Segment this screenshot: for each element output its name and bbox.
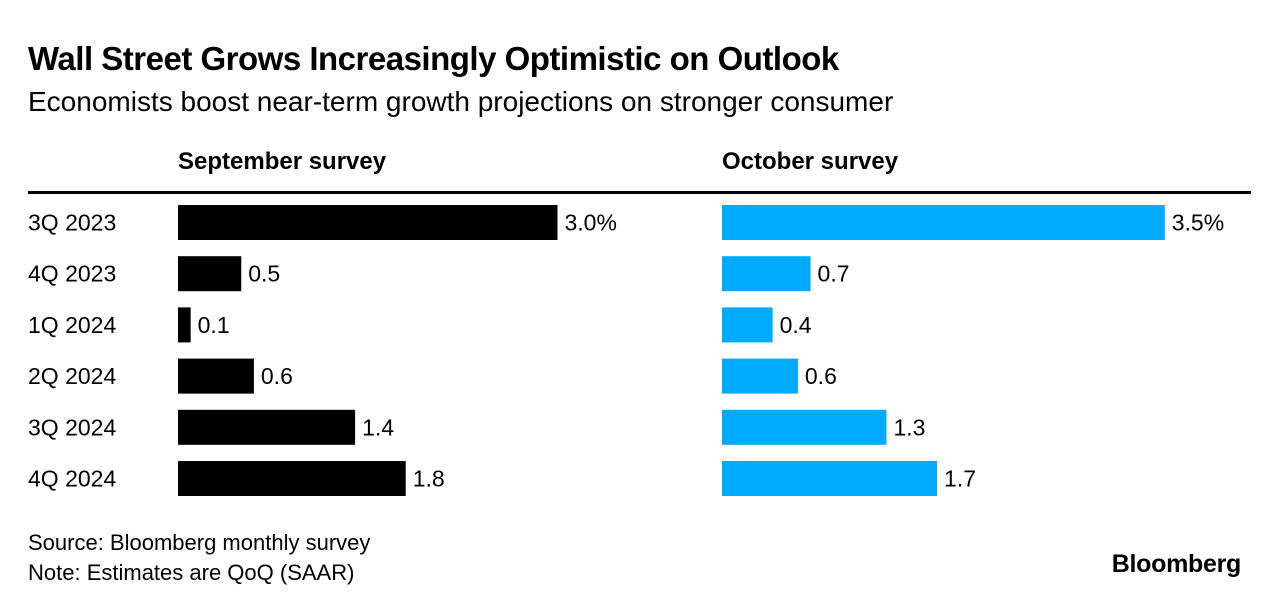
bar (178, 205, 558, 240)
bar (178, 461, 406, 496)
data-label: 0.7 (818, 261, 850, 287)
source-note: Source: Bloomberg monthly survey (28, 530, 371, 555)
bar (722, 205, 1165, 240)
category-label: 2Q 2024 (28, 363, 116, 389)
bar (178, 409, 356, 445)
estimate-note: Note: Estimates are QoQ (SAAR) (28, 560, 355, 585)
panel-title-october: October survey (722, 148, 899, 175)
data-label: 1.7 (944, 466, 976, 492)
data-label: 0.4 (780, 312, 812, 338)
data-label: 0.1 (198, 312, 230, 338)
data-label: 1.8 (413, 466, 445, 492)
bar (722, 358, 798, 394)
bar (722, 461, 938, 496)
data-label: 0.6 (261, 363, 293, 389)
data-label: 0.5 (248, 261, 280, 287)
header-rule (28, 191, 1251, 194)
bar (178, 358, 254, 394)
bar (722, 307, 773, 343)
category-label: 4Q 2024 (28, 466, 116, 492)
data-label: 1.3 (893, 414, 925, 440)
chart-subtitle: Economists boost near-term growth projec… (28, 86, 894, 117)
category-label: 3Q 2023 (28, 210, 116, 236)
bar (178, 307, 191, 343)
data-label: 0.6 (805, 363, 837, 389)
bloomberg-logo: Bloomberg (1111, 550, 1242, 578)
data-label: 3.0% (565, 210, 617, 236)
category-label: 3Q 2024 (28, 414, 116, 440)
category-label: 1Q 2024 (28, 312, 116, 338)
bar (178, 256, 242, 292)
data-label: 1.4 (362, 414, 394, 440)
chart-title: Wall Street Grows Increasingly Optimisti… (28, 40, 839, 77)
category-label: 4Q 2023 (28, 261, 116, 287)
bar (722, 256, 811, 292)
bar (722, 409, 887, 445)
data-label: 3.5% (1172, 210, 1224, 236)
panel-title-september: September survey (178, 148, 387, 175)
